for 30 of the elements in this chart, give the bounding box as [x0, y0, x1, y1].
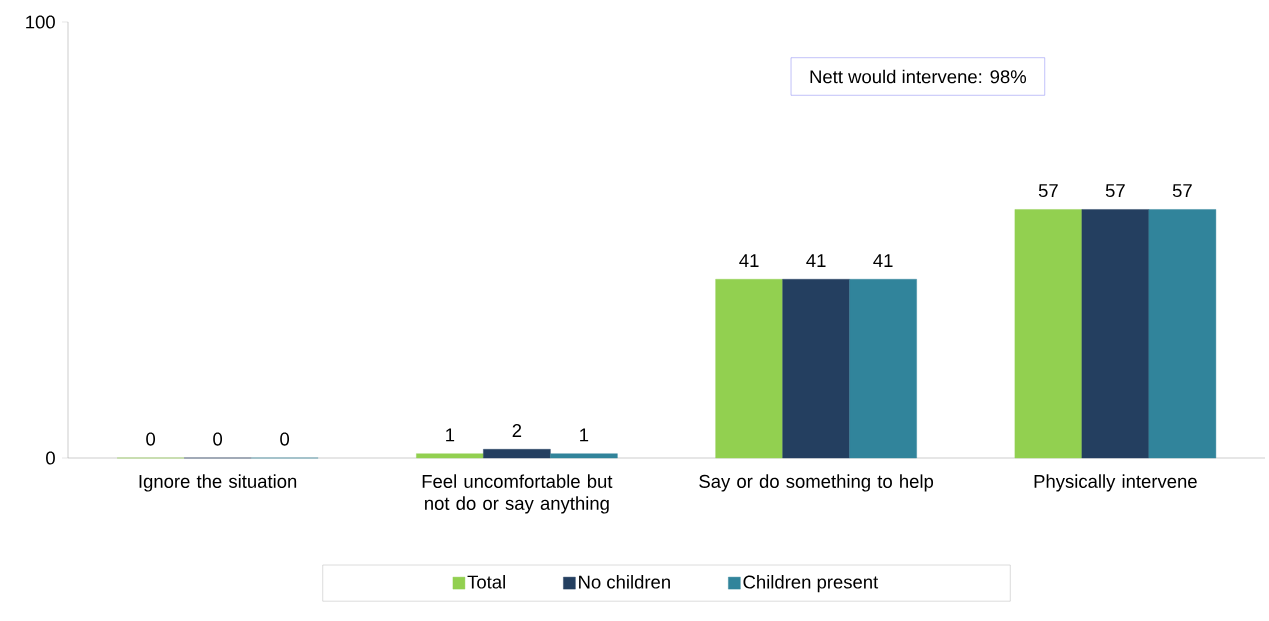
- bar: [1081, 209, 1150, 459]
- y-tick-label: 100: [26, 15, 55, 29]
- data-label: 0: [146, 432, 156, 446]
- x-tick-label: Ignore the situation: [139, 474, 297, 492]
- data-label: 57: [1038, 184, 1058, 198]
- data-label: 57: [1172, 184, 1192, 198]
- annotation: Nett would intervene: 98%: [810, 69, 1027, 84]
- data-label: 41: [806, 254, 826, 267]
- x-tick-label: Feel uncomfortable but not do or say anything: [422, 474, 613, 514]
- legend-label: Total: [467, 575, 505, 589]
- data-label: 41: [873, 254, 893, 267]
- bar: [782, 279, 850, 459]
- bar: [849, 279, 917, 459]
- bar: [550, 453, 618, 459]
- legend-label: No children: [579, 575, 670, 589]
- data-label: 2: [512, 424, 522, 437]
- data-label: 0: [280, 432, 290, 446]
- bar: [483, 449, 551, 459]
- x-tick-label: Say or do something to help: [699, 474, 934, 492]
- bar: [1148, 209, 1217, 459]
- data-label: 1: [580, 428, 589, 442]
- bar: [416, 453, 484, 459]
- data-label: 1: [446, 428, 455, 442]
- bar: [1014, 209, 1083, 459]
- legend-label: Children present: [743, 575, 879, 593]
- data-label: 57: [1105, 184, 1125, 198]
- bar: [715, 279, 783, 459]
- data-label: 41: [739, 254, 759, 267]
- x-tick-label: Physically intervene: [1034, 474, 1197, 492]
- data-label: 0: [213, 432, 223, 446]
